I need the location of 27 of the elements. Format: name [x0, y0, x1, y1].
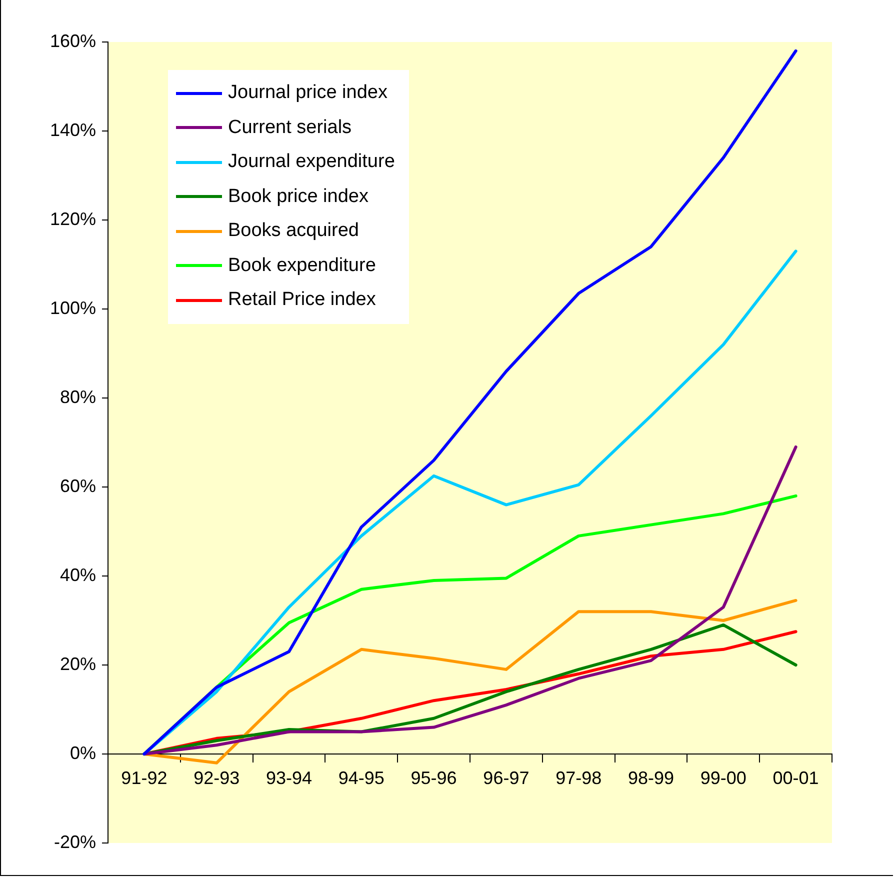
y-tick-label: -20% [54, 832, 96, 852]
y-tick-label: 20% [60, 654, 96, 674]
x-tick-label: 98-99 [628, 768, 674, 788]
x-tick-label: 97-98 [556, 768, 602, 788]
x-tick-label: 99-00 [700, 768, 746, 788]
x-tick-label: 95-96 [410, 768, 457, 788]
legend-label: Book expenditure [228, 254, 376, 277]
x-tick-label: 94-95 [338, 768, 384, 788]
x-tick-label: 92-93 [194, 768, 240, 788]
y-tick-label: 140% [50, 120, 96, 140]
legend-label: Retail Price index [228, 289, 376, 312]
x-tick-label: 93-94 [266, 768, 312, 788]
legend-label: Journal expenditure [228, 151, 395, 174]
y-tick-label: 80% [60, 386, 96, 407]
x-tick-label: 96-97 [483, 768, 530, 788]
legend-label: Journal price index [228, 82, 388, 104]
y-tick-label: 0% [70, 742, 96, 763]
x-tick-label: 91-92 [121, 768, 168, 788]
legend-label: Book price index [228, 186, 368, 208]
x-tick-label: 00-01 [772, 768, 819, 788]
y-tick-label: 40% [60, 564, 96, 585]
y-tick-label: 60% [60, 476, 96, 496]
legend-label: Current serials [228, 116, 352, 139]
y-tick-label: 100% [50, 298, 96, 318]
y-tick-label: 120% [50, 208, 96, 229]
y-tick-label: 160% [50, 30, 96, 51]
legend-label: Books acquired [228, 220, 359, 242]
